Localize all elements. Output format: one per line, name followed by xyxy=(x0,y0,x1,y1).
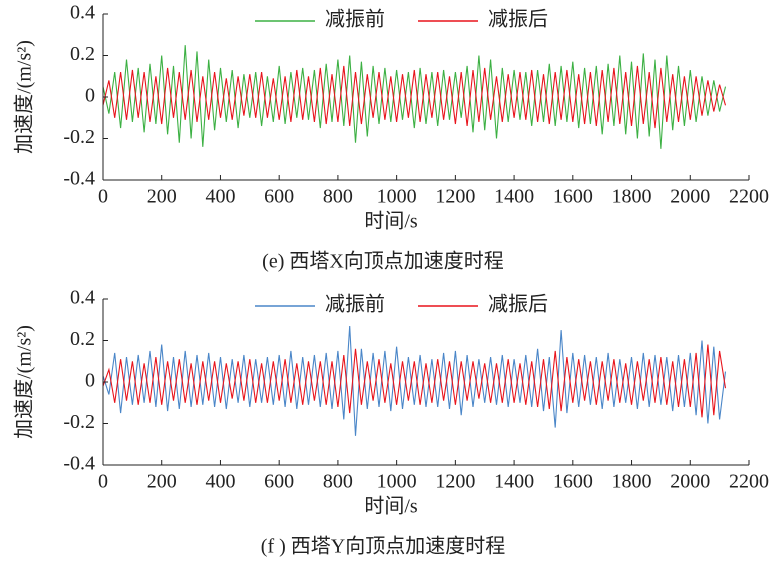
legend-label: 减振后 xyxy=(488,293,548,316)
x-tick-label: 1200 xyxy=(435,186,475,208)
x-tick-label: 400 xyxy=(205,471,235,493)
x-tick-label: 1800 xyxy=(612,471,652,493)
x-tick-label: 1000 xyxy=(377,471,417,493)
x-tick-label: 0 xyxy=(98,186,108,208)
legend-label: 减振前 xyxy=(325,8,385,31)
x-tick-label: 600 xyxy=(264,186,294,208)
x-tick-label: 1600 xyxy=(553,471,593,493)
y-tick-label: -0.2 xyxy=(63,411,95,433)
y-axis-label: 加速度/(m/s²) xyxy=(13,325,36,439)
legend-label: 减振前 xyxy=(325,293,385,316)
x-tick-label: 800 xyxy=(323,471,353,493)
x-tick-label: 0 xyxy=(98,471,108,493)
series-line xyxy=(102,344,727,418)
series-line xyxy=(102,325,727,436)
x-tick-label: 2200 xyxy=(729,186,769,208)
x-tick-label: 400 xyxy=(205,186,235,208)
x-tick-label: 1200 xyxy=(435,471,475,493)
y-tick-label: 0.4 xyxy=(70,287,95,309)
x-tick-label: 2000 xyxy=(670,186,710,208)
y-tick-label: 0 xyxy=(85,370,95,392)
x-tick-label: 1800 xyxy=(612,186,652,208)
series-line xyxy=(102,45,727,149)
legend-label: 减振后 xyxy=(488,8,548,31)
caption: (e) 西塔X向顶点加速度时程 xyxy=(262,250,504,273)
y-tick-label: -0.4 xyxy=(63,453,95,475)
series-line xyxy=(102,65,727,129)
x-tick-label: 600 xyxy=(264,471,294,493)
y-tick-label: 0.4 xyxy=(70,2,95,24)
x-tick-label: 200 xyxy=(147,186,177,208)
x-tick-label: 800 xyxy=(323,186,353,208)
y-tick-label: -0.2 xyxy=(63,126,95,148)
y-tick-label: 0.2 xyxy=(70,328,95,350)
y-axis-label: 加速度/(m/s²) xyxy=(13,40,36,154)
chart: -0.4 -0.2 0 0.2 0.4 0 200 400 600 800 1000 1200 1400… xyxy=(13,2,769,273)
x-tick-label: 1600 xyxy=(553,186,593,208)
x-tick-label: 2000 xyxy=(670,471,710,493)
x-tick-label: 2200 xyxy=(729,471,769,493)
chart: -0.4 -0.2 0 0.2 0.4 0 200 400 600 800 1000 1200 1400… xyxy=(13,287,769,558)
x-tick-label: 1400 xyxy=(494,186,534,208)
y-tick-label: 0.2 xyxy=(70,43,95,65)
x-tick-label: 1000 xyxy=(377,186,417,208)
x-axis-label: 时间/s xyxy=(364,210,418,233)
x-tick-label: 1400 xyxy=(494,471,534,493)
caption: (f ) 西塔Y向顶点加速度时程 xyxy=(261,535,505,558)
y-tick-label: -0.4 xyxy=(63,168,95,190)
x-tick-label: 200 xyxy=(147,471,177,493)
x-axis-label: 时间/s xyxy=(364,495,418,518)
y-tick-label: 0 xyxy=(85,85,95,107)
